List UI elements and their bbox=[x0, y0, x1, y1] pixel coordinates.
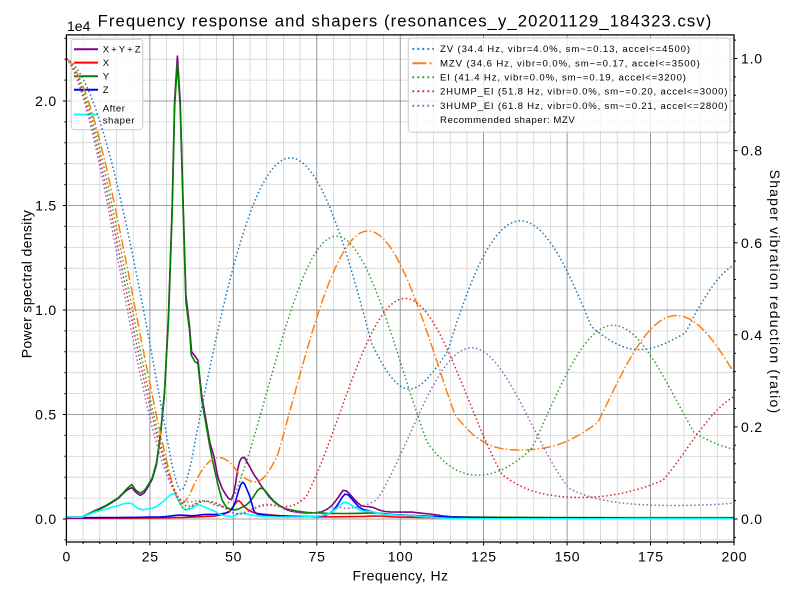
svg-text:100: 100 bbox=[388, 549, 414, 565]
svg-text:0.8: 0.8 bbox=[741, 143, 763, 159]
svg-text:125: 125 bbox=[471, 549, 497, 565]
svg-text:EI (41.4 Hz, vibr=0.0%, sm~=0.: EI (41.4 Hz, vibr=0.0%, sm~=0.19, accel<… bbox=[440, 73, 687, 84]
svg-text:shaper: shaper bbox=[103, 116, 136, 127]
svg-text:200: 200 bbox=[722, 549, 748, 565]
svg-text:MZV (34.6 Hz, vibr=0.0%, sm~=0: MZV (34.6 Hz, vibr=0.0%, sm~=0.17, accel… bbox=[440, 59, 701, 70]
svg-text:X+Y+Z: X+Y+Z bbox=[103, 45, 143, 56]
svg-text:Shaper vibration reduction (ra: Shaper vibration reduction (ratio) bbox=[767, 170, 783, 415]
svg-text:0.0: 0.0 bbox=[35, 511, 57, 527]
svg-text:Z: Z bbox=[103, 85, 109, 96]
svg-text:2HUMP_EI (51.8 Hz, vibr=0.0%,: 2HUMP_EI (51.8 Hz, vibr=0.0%, sm~=0.20, … bbox=[440, 87, 728, 98]
svg-text:0: 0 bbox=[63, 549, 72, 565]
svg-text:25: 25 bbox=[142, 549, 159, 565]
svg-text:0.2: 0.2 bbox=[741, 419, 763, 435]
svg-text:0.6: 0.6 bbox=[741, 235, 763, 251]
svg-text:2.0: 2.0 bbox=[35, 93, 57, 109]
svg-text:75: 75 bbox=[309, 549, 326, 565]
svg-text:After: After bbox=[103, 104, 126, 115]
svg-text:X: X bbox=[103, 58, 110, 69]
svg-text:1.5: 1.5 bbox=[35, 198, 57, 214]
svg-text:150: 150 bbox=[555, 549, 581, 565]
svg-text:0.4: 0.4 bbox=[741, 327, 763, 343]
svg-text:1.0: 1.0 bbox=[35, 302, 57, 318]
svg-text:Power spectral density: Power spectral density bbox=[19, 210, 35, 359]
svg-text:Frequency response and shapers: Frequency response and shapers (resonanc… bbox=[98, 12, 713, 31]
svg-text:0.0: 0.0 bbox=[741, 511, 763, 527]
svg-text:3HUMP_EI (61.8 Hz, vibr=0.0%,: 3HUMP_EI (61.8 Hz, vibr=0.0%, sm~=0.21, … bbox=[440, 101, 728, 112]
svg-text:ZV (34.4 Hz, vibr=4.0%, sm~=0.: ZV (34.4 Hz, vibr=4.0%, sm~=0.13, accel<… bbox=[440, 44, 691, 55]
svg-text:Frequency, Hz: Frequency, Hz bbox=[353, 568, 449, 584]
svg-text:Y: Y bbox=[103, 72, 110, 83]
svg-text:1e4: 1e4 bbox=[67, 18, 91, 34]
svg-text:1.0: 1.0 bbox=[741, 51, 763, 67]
svg-text:Recommended shaper: MZV: Recommended shaper: MZV bbox=[440, 115, 575, 126]
svg-text:0.5: 0.5 bbox=[35, 407, 57, 423]
svg-text:175: 175 bbox=[638, 549, 664, 565]
svg-text:50: 50 bbox=[225, 549, 242, 565]
